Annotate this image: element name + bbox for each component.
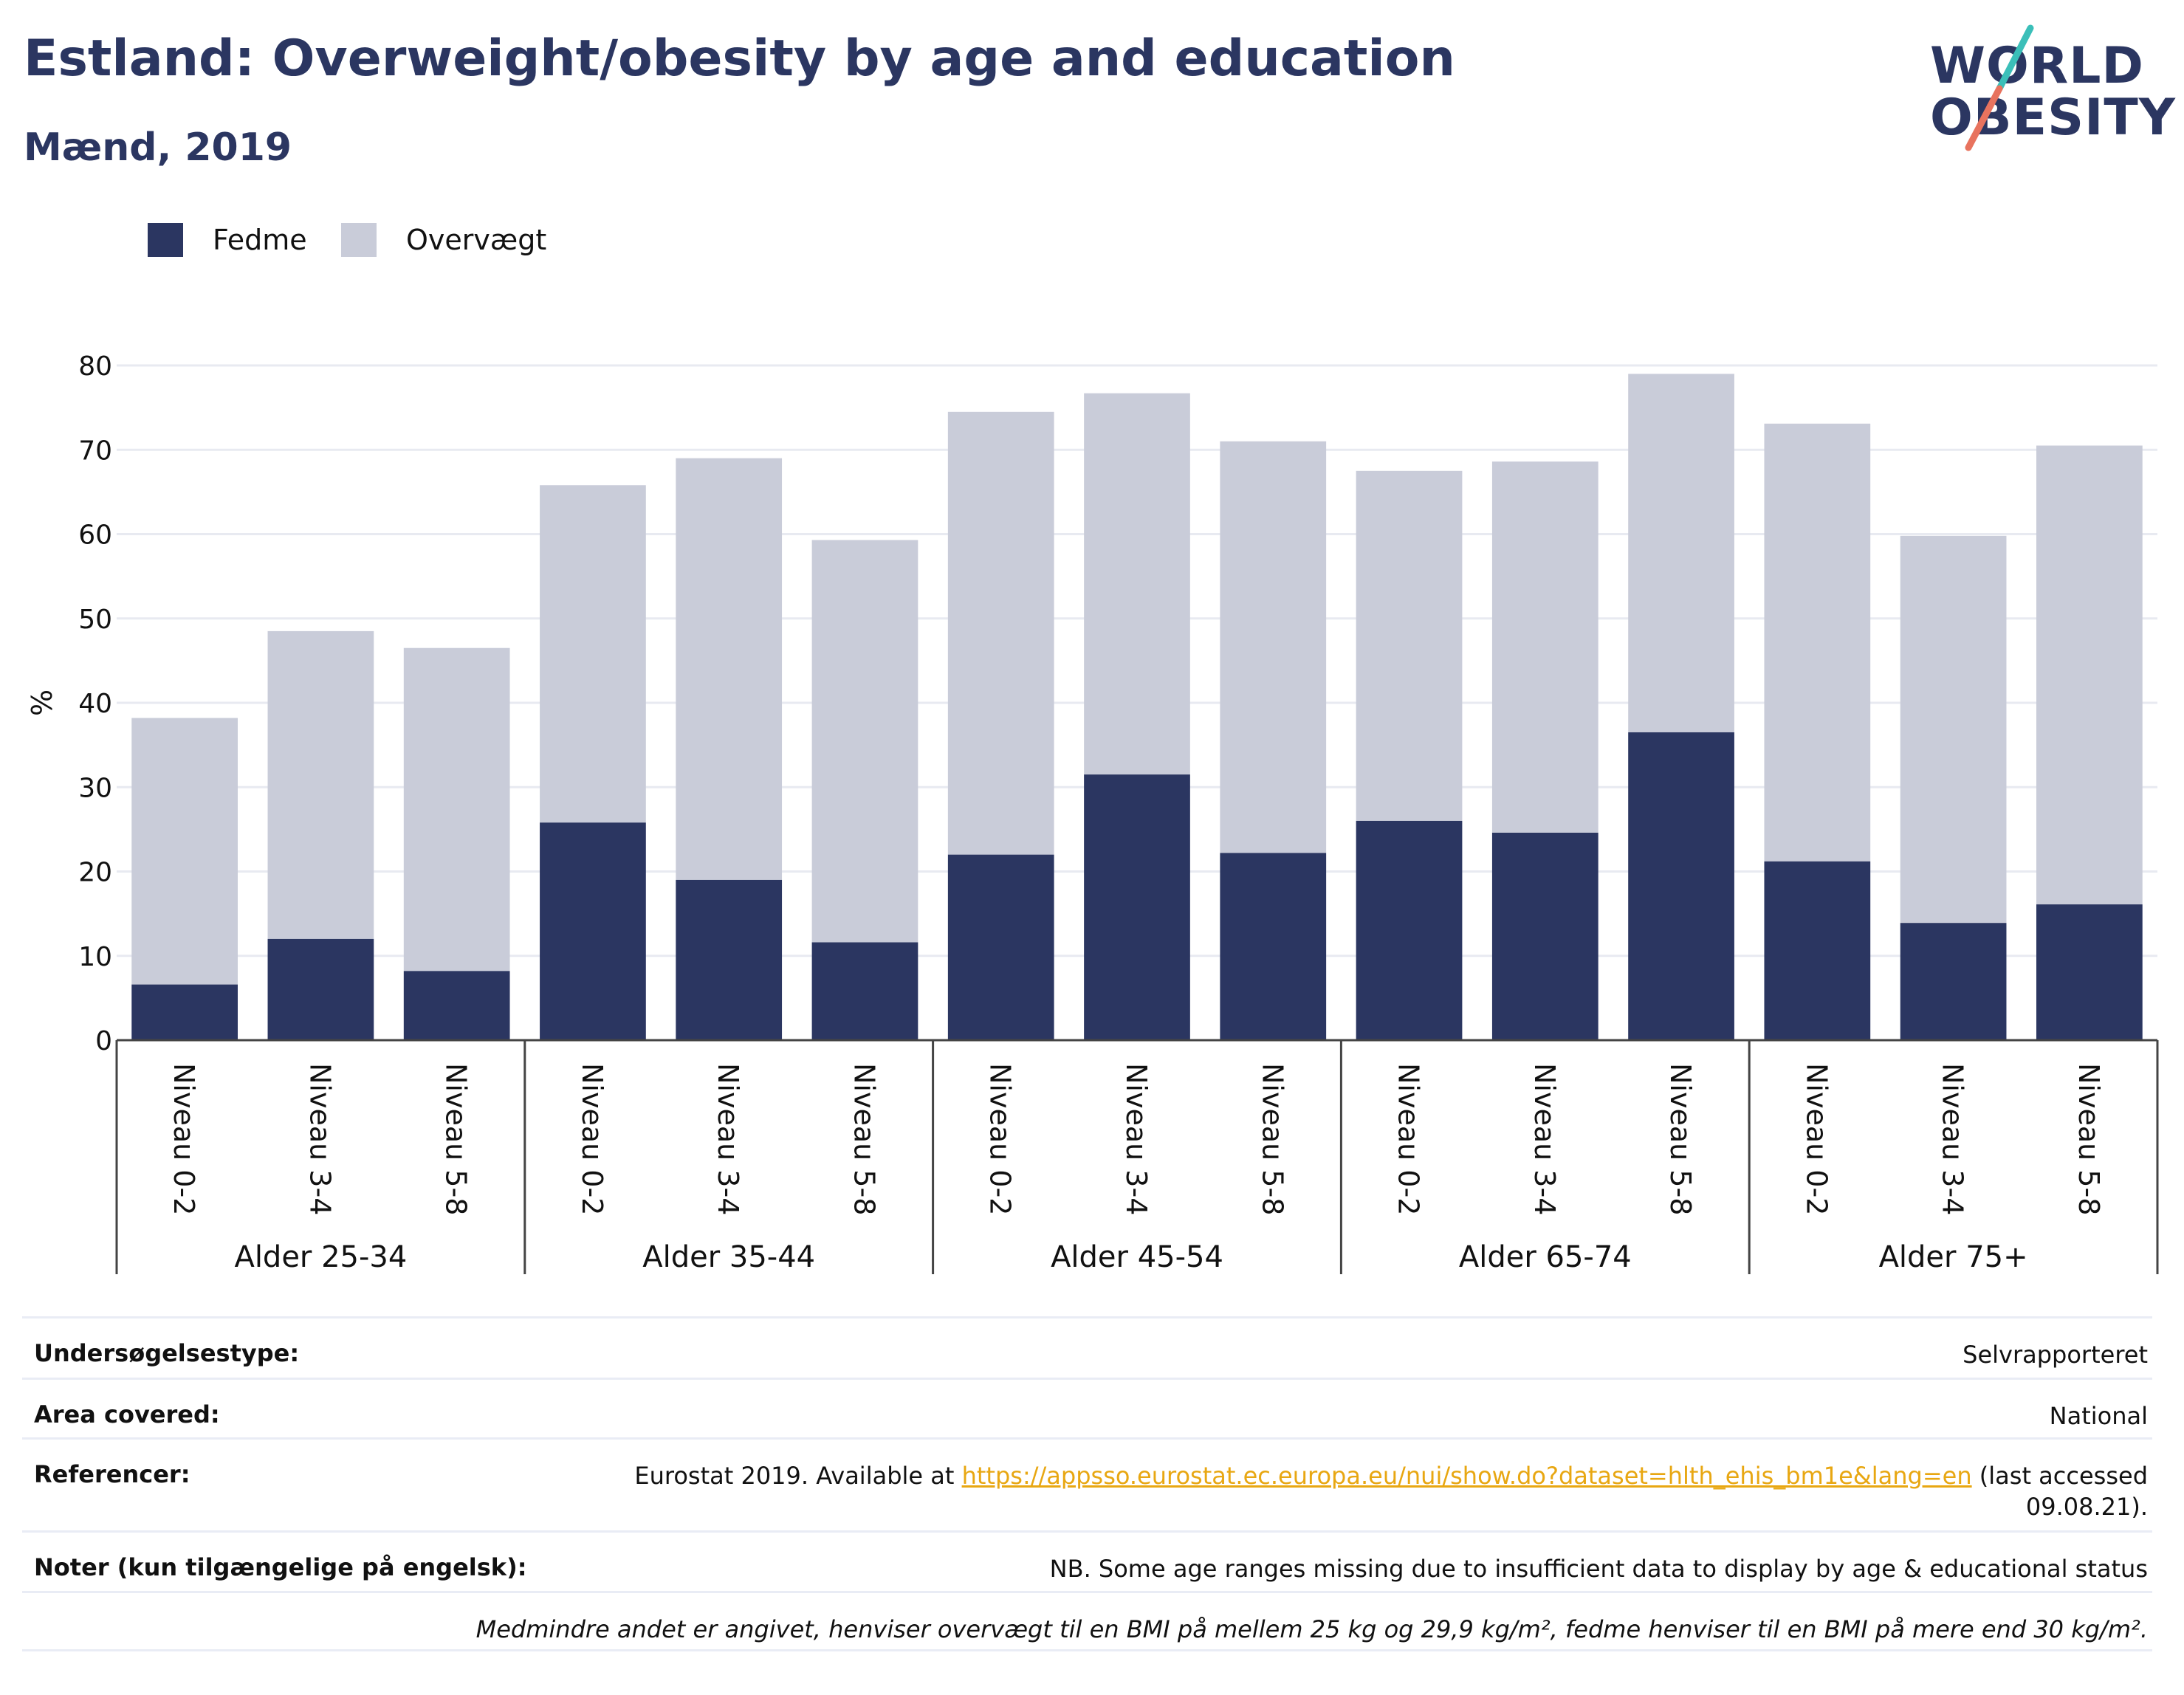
y-axis-label: % bbox=[26, 690, 58, 716]
group-label: Alder 65-74 bbox=[1459, 1240, 1632, 1274]
legend-label-fedme: Fedme bbox=[213, 224, 307, 256]
logo-line-1: WORLD bbox=[1930, 37, 2144, 95]
meta-key-notes: Noter (kun tilgængelige på engelsk): bbox=[34, 1553, 527, 1581]
meta-row-area: Area covered: National bbox=[22, 1378, 2152, 1437]
meta-row-references: Referencer: Eurostat 2019. Available at … bbox=[22, 1437, 2152, 1530]
legend-label-overvaegt: Overvægt bbox=[406, 224, 547, 256]
legend-item-fedme[interactable]: Fedme bbox=[148, 221, 307, 258]
bar-overvaegt bbox=[1764, 423, 1871, 862]
x-tick-label: Niveau 0-2 bbox=[984, 1063, 1017, 1215]
bar-fedme bbox=[676, 879, 783, 1040]
y-tick-label: 40 bbox=[78, 689, 112, 719]
legend-item-overvaegt[interactable]: Overvægt bbox=[341, 221, 546, 258]
bar-overvaegt bbox=[1628, 374, 1734, 732]
meta-value-references: Eurostat 2019. Available at https://apps… bbox=[634, 1460, 2148, 1522]
x-tick-label: Niveau 0-2 bbox=[1800, 1063, 1833, 1215]
logo-slash-icon bbox=[1965, 24, 2034, 151]
meta-key-area: Area covered: bbox=[34, 1400, 220, 1428]
bar-overvaegt bbox=[131, 718, 238, 985]
bar-overvaegt bbox=[811, 540, 918, 943]
meta-value-survey-type: Selvrapporteret bbox=[1962, 1341, 2148, 1369]
x-tick-label: Niveau 3-4 bbox=[1528, 1063, 1561, 1215]
y-tick-label: 20 bbox=[78, 858, 112, 888]
bar-fedme bbox=[1900, 923, 2007, 1040]
meta-key-survey-type: Undersøgelsestype: bbox=[34, 1339, 300, 1367]
references-prefix: Eurostat 2019. Available at bbox=[634, 1462, 962, 1490]
metadata-table: Undersøgelsestype: Selvrapporteret Area … bbox=[22, 1316, 2152, 1651]
meta-value-area: National bbox=[2049, 1402, 2148, 1430]
bar-fedme bbox=[267, 938, 374, 1040]
meta-row-footnote: Medmindre andet er angivet, henviser ove… bbox=[22, 1591, 2152, 1651]
y-tick-label: 50 bbox=[78, 605, 112, 635]
x-tick-label: Niveau 3-4 bbox=[1120, 1063, 1153, 1215]
bar-fedme bbox=[403, 971, 510, 1040]
bar-overvaegt bbox=[403, 647, 510, 972]
references-link[interactable]: https://appsso.eurostat.ec.europa.eu/nui… bbox=[961, 1462, 1972, 1490]
references-date: 09.08.21). bbox=[2025, 1493, 2148, 1521]
chart-subtitle: Mænd, 2019 bbox=[24, 126, 292, 170]
bar-overvaegt bbox=[1356, 470, 1463, 821]
x-tick-label: Niveau 3-4 bbox=[303, 1063, 336, 1215]
meta-key-references: Referencer: bbox=[34, 1460, 190, 1488]
x-tick-label: Niveau 3-4 bbox=[1937, 1063, 1969, 1215]
y-tick-label: 30 bbox=[78, 773, 112, 803]
bar-chart: 0 10 20 30 40 50 60 70 80% Niveau 0-2 Niveau 3-4 Ni… bbox=[26, 351, 2159, 1274]
meta-value-notes: NB. Some age ranges missing due to insuf… bbox=[1049, 1555, 2148, 1583]
bar-overvaegt bbox=[947, 411, 1054, 855]
bar-overvaegt bbox=[1900, 535, 2007, 924]
group-label: Alder 75+ bbox=[1879, 1240, 2028, 1274]
group-label: Alder 35-44 bbox=[642, 1240, 815, 1274]
x-tick-label: Niveau 3-4 bbox=[712, 1063, 744, 1215]
meta-row-notes: Noter (kun tilgængelige på engelsk): NB.… bbox=[22, 1530, 2152, 1591]
bar-overvaegt bbox=[1084, 393, 1190, 775]
bar-fedme bbox=[1220, 853, 1327, 1040]
group-label: Alder 25-34 bbox=[234, 1240, 407, 1274]
legend-swatch-fedme bbox=[148, 223, 183, 257]
y-tick-label: 80 bbox=[78, 351, 112, 382]
bar-overvaegt bbox=[1491, 461, 1598, 833]
x-tick-label: Niveau 5-8 bbox=[848, 1063, 880, 1215]
bar-fedme bbox=[1084, 774, 1190, 1040]
bar-fedme bbox=[811, 942, 918, 1040]
footnote-text: Medmindre andet er angivet, henviser ove… bbox=[475, 1615, 2148, 1643]
bar-overvaegt bbox=[2036, 445, 2143, 905]
bar-fedme bbox=[2036, 904, 2143, 1040]
meta-row-survey-type: Undersøgelsestype: Selvrapporteret bbox=[22, 1316, 2152, 1378]
references-suffix: (last accessed bbox=[1971, 1462, 2148, 1490]
bar-fedme bbox=[1356, 820, 1463, 1040]
x-tick-label: Niveau 0-2 bbox=[1393, 1063, 1425, 1215]
y-tick-label: 70 bbox=[78, 436, 112, 466]
bar-overvaegt bbox=[1220, 441, 1327, 853]
bar-fedme bbox=[1764, 861, 1871, 1040]
bar-fedme bbox=[1628, 732, 1734, 1040]
y-tick-label: 0 bbox=[95, 1026, 112, 1056]
y-tick-label: 60 bbox=[78, 520, 112, 551]
x-tick-label: Niveau 5-8 bbox=[440, 1063, 473, 1215]
x-tick-label: Niveau 5-8 bbox=[2073, 1063, 2105, 1215]
x-tick-label: Niveau 5-8 bbox=[1664, 1063, 1697, 1215]
x-tick-label: Niveau 0-2 bbox=[576, 1063, 608, 1215]
x-tick-label: Niveau 5-8 bbox=[1256, 1063, 1288, 1215]
bar-overvaegt bbox=[267, 630, 374, 939]
bar-overvaegt bbox=[540, 485, 646, 823]
bar-fedme bbox=[1491, 832, 1598, 1040]
legend-swatch-overvaegt bbox=[341, 223, 377, 257]
bar-overvaegt bbox=[676, 458, 783, 880]
bar-fedme bbox=[540, 822, 646, 1040]
bar-fedme bbox=[947, 854, 1054, 1040]
world-obesity-logo: WORLD OBESITY bbox=[1920, 21, 2175, 154]
group-label: Alder 45-54 bbox=[1051, 1240, 1223, 1274]
chart-title: Estland: Overweight/obesity by age and e… bbox=[24, 30, 1455, 88]
bar-fedme bbox=[131, 984, 238, 1040]
x-tick-label: Niveau 0-2 bbox=[168, 1063, 200, 1215]
y-tick-label: 10 bbox=[78, 942, 112, 972]
